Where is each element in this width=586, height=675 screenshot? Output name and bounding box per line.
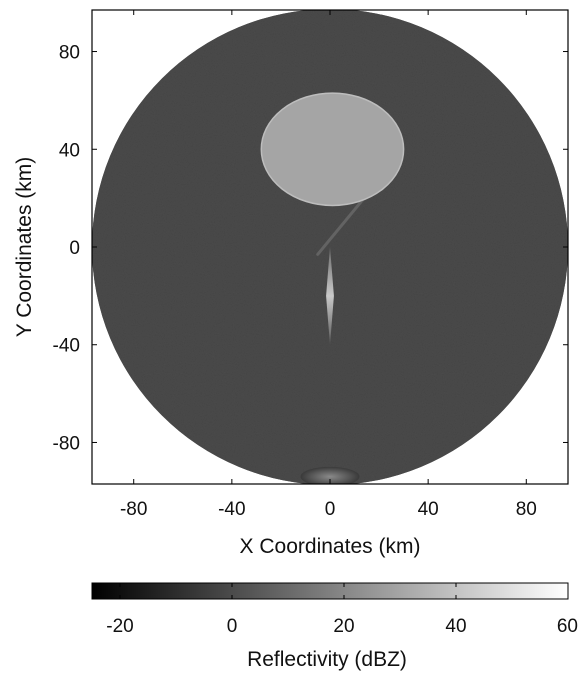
x-axis-ticks: -80 -40 0 40 80 — [120, 10, 537, 520]
x-tick-label: -80 — [120, 499, 147, 520]
x-tick-label: 80 — [516, 499, 537, 520]
colorbar-label: Reflectivity (dBZ) — [247, 648, 407, 671]
y-tick-label: -80 — [53, 433, 80, 454]
y-axis-ticks: 80 40 0 -40 -80 — [53, 43, 568, 454]
colorbar-gradient — [91, 582, 569, 600]
y-tick-label: 80 — [59, 43, 80, 64]
y-tick-label: -40 — [53, 336, 80, 357]
colorbar-ticks: -20 0 20 40 60 — [106, 583, 578, 637]
edge-echo-blob — [300, 466, 360, 484]
y-tick-label: 0 — [69, 238, 80, 259]
colorbar-tick-label: 40 — [445, 616, 466, 637]
colorbar-tick-label: 20 — [333, 616, 354, 637]
radial-spike-echo — [326, 247, 334, 345]
colorbar-tick-label: -20 — [106, 616, 133, 637]
x-tick-label: 40 — [418, 499, 439, 520]
storm-cell-ellipse — [260, 92, 405, 207]
x-tick-label: 0 — [325, 499, 336, 520]
heatmap-layer — [92, 10, 568, 484]
colorbar-tick-label: 0 — [227, 616, 238, 637]
y-tick-label: 40 — [59, 140, 80, 161]
x-axis-label: X Coordinates (km) — [240, 535, 421, 558]
y-axis-label: Y Coordinates (km) — [13, 157, 36, 338]
colorbar-tick-label: 60 — [557, 616, 578, 637]
x-tick-label: -40 — [218, 499, 245, 520]
